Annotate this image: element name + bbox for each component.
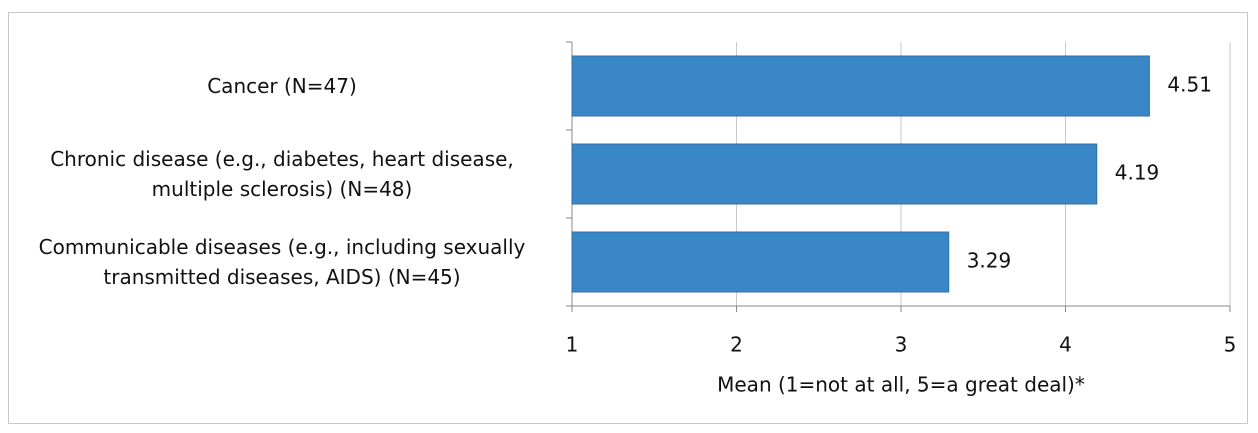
chart-frame [8, 12, 1248, 424]
value-label: 3.29 [967, 249, 1012, 273]
x-axis-title: Mean (1=not at all, 5=a great deal)* [717, 373, 1085, 397]
bar [571, 231, 950, 293]
value-label: 4.19 [1115, 161, 1160, 185]
x-tick-label: 5 [1224, 333, 1237, 357]
y-tick-label: Chronic disease (e.g., diabetes, heart d… [50, 147, 514, 201]
y-tick-label: Cancer (N=47) [207, 74, 357, 98]
value-label: 4.51 [1167, 73, 1212, 97]
bar [571, 55, 1150, 117]
bar [571, 143, 1098, 205]
x-tick-label: 3 [895, 333, 908, 357]
y-tick-label: Communicable diseases (e.g., including s… [38, 235, 526, 289]
x-tick-label: 1 [566, 333, 579, 357]
x-tick-label: 2 [730, 333, 743, 357]
x-tick-label: 4 [1059, 333, 1072, 357]
